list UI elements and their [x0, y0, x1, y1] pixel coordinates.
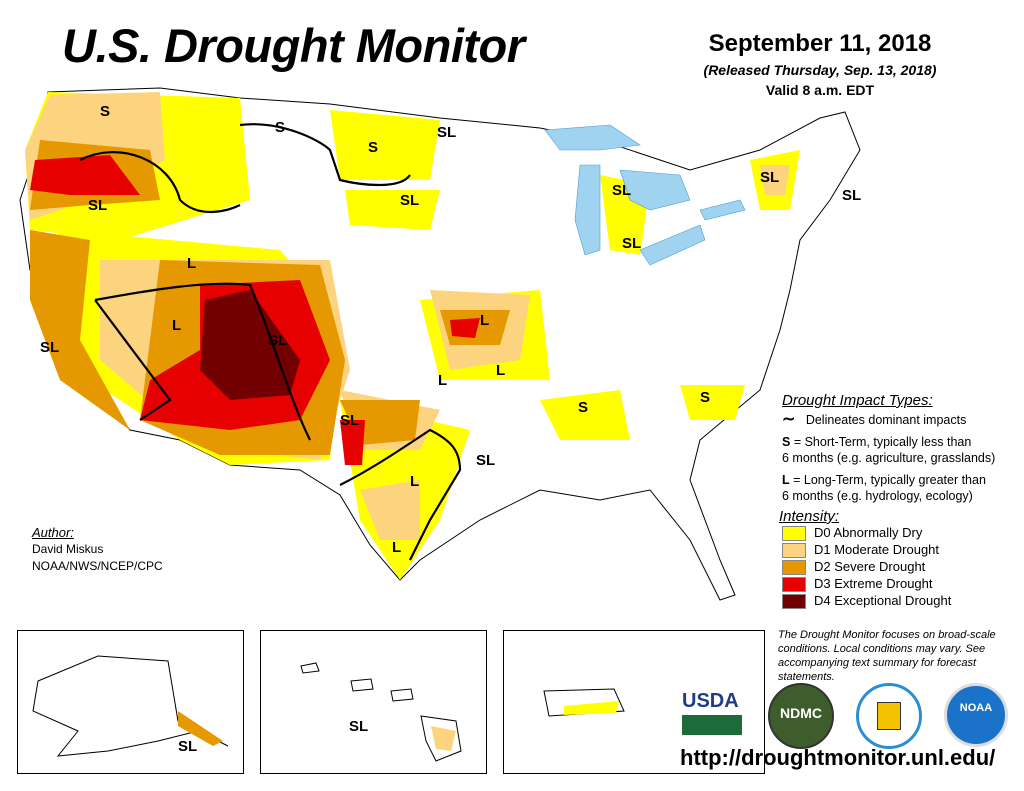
impact-type-label: L [496, 362, 505, 379]
impact-type-label: SL [437, 124, 456, 141]
impact-type-label: SL [340, 412, 359, 429]
impact-type-label: S [100, 103, 110, 120]
impact-line-icon: ∼ [782, 411, 796, 428]
impact-type-label: SL [40, 339, 59, 356]
intensity-label: D1 Moderate Drought [814, 542, 940, 557]
commerce-logo [856, 683, 922, 749]
release-date: (Released Thursday, Sep. 13, 2018) [703, 62, 937, 78]
short-term-letter: S [782, 435, 791, 449]
impact-type-label: SL [842, 187, 861, 204]
impact-legend: Drought Impact Types: ∼ Delineates domin… [779, 392, 1022, 610]
disclaimer-note: The Drought Monitor focuses on broad-sca… [778, 629, 996, 683]
long-term-letter: L [782, 473, 790, 487]
hawaii-inset: SL [260, 630, 487, 774]
intensity-label: D2 Severe Drought [814, 559, 926, 574]
impact-type-label: SL [622, 235, 641, 252]
long-term-key: L = Long-Term, typically greater than 6 m… [782, 472, 1022, 504]
long-term-text: = Long-Term, typically greater than [789, 473, 986, 487]
alaska-shape [32, 655, 229, 757]
impact-type-label: S [368, 139, 378, 156]
valid-time: Valid 8 a.m. EDT [765, 82, 875, 98]
intensity-item: D4 Exceptional Drought [782, 593, 1022, 610]
intensity-swatch [782, 526, 806, 542]
impact-type-label: S [578, 399, 588, 416]
usda-logo-text: USDA [682, 690, 739, 712]
intensity-label: D4 Exceptional Drought [814, 593, 952, 608]
impact-type-label: L [172, 317, 181, 334]
impact-type-label: SL [760, 169, 779, 186]
impact-line-text: Delineates dominant impacts [805, 413, 967, 427]
puerto-rico-inset [503, 630, 765, 774]
intensity-label: D3 Extreme Drought [814, 576, 933, 591]
hawaii-label: SL [349, 718, 368, 735]
impact-heading: Drought Impact Types: [782, 392, 933, 409]
intensity-item: D2 Severe Drought [782, 559, 1022, 576]
impact-type-label: SL [88, 197, 107, 214]
intensity-label: D0 Abnormally Dry [814, 525, 923, 540]
short-term-text2: 6 months (e.g. agriculture, grasslands) [782, 451, 996, 465]
impact-type-label: S [700, 389, 710, 406]
intensity-heading: Intensity: [779, 508, 840, 525]
map-date: September 11, 2018 [708, 30, 932, 57]
author-block: Author: David Miskus NOAA/NWS/NCEP/CPC [32, 524, 163, 575]
short-term-text: = Short-Term, typically less than [790, 435, 972, 449]
great-lakes [544, 124, 746, 266]
author-org: NOAA/NWS/NCEP/CPC [32, 559, 163, 573]
impact-type-label: SL [476, 452, 495, 469]
impact-type-label: L [438, 372, 447, 389]
noaa-logo: NOAA [944, 683, 1008, 747]
intensity-item: D0 Abnormally Dry [782, 525, 1022, 542]
intensity-swatch [782, 543, 806, 559]
impact-type-label: S [275, 119, 285, 136]
impact-type-label: SL [612, 182, 631, 199]
intensity-swatch [782, 594, 806, 610]
page-title: U.S. Drought Monitor [62, 19, 525, 72]
intensity-swatch [782, 577, 806, 593]
short-term-key: S = Short-Term, typically less than 6 mon… [782, 434, 1022, 466]
alaska-label: SL [178, 738, 197, 755]
author-heading: Author: [32, 525, 74, 540]
impact-type-label: L [480, 312, 489, 329]
impact-type-label: L [410, 473, 419, 490]
usda-logo: USDA [682, 690, 742, 735]
impact-type-label: L [187, 255, 196, 272]
impact-boundaries [79, 123, 462, 561]
website-link[interactable]: http://droughtmonitor.unl.edu/ [680, 745, 996, 770]
alaska-inset: SL [17, 630, 244, 774]
intensity-item: D1 Moderate Drought [782, 542, 1022, 559]
impact-type-label: SL [268, 332, 287, 349]
impact-line-key: ∼ Delineates dominant impacts [782, 412, 1022, 428]
long-term-text2: 6 months (e.g. hydrology, ecology) [782, 489, 973, 503]
intensity-legend: D0 Abnormally Dry D1 Moderate Drought D2 S… [782, 525, 1022, 610]
intensity-item: D3 Extreme Drought [782, 576, 1022, 593]
ndmc-logo: NDMC [768, 683, 834, 749]
intensity-swatch [782, 560, 806, 576]
impact-type-label: SL [400, 192, 419, 209]
impact-type-label: L [392, 539, 401, 556]
author-name: David Miskus [32, 542, 104, 556]
d4-areas [200, 290, 300, 400]
